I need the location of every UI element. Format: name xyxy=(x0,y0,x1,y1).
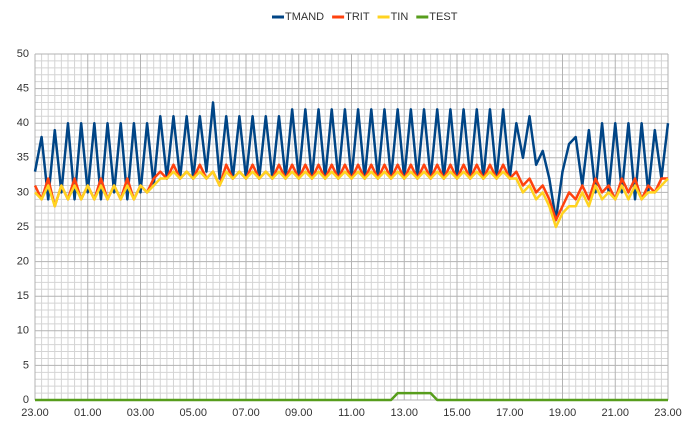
y-tick-label: 0 xyxy=(23,394,29,406)
y-tick-label: 40 xyxy=(17,117,29,129)
legend-label: TMAND xyxy=(285,11,324,23)
legend: TMAND TRIT TIN TEST xyxy=(272,11,458,23)
y-tick-label: 5 xyxy=(23,359,29,371)
y-tick-label: 45 xyxy=(17,83,29,95)
series-line xyxy=(35,391,668,402)
grid: 0 5 10 15 20 25 30 35 40 45 50 23.00 01.00 03.00 05.00… xyxy=(17,48,682,419)
x-tick-label: 11.00 xyxy=(338,407,365,419)
x-tick-label: 23.00 xyxy=(654,407,682,419)
x-tick-label: 09.00 xyxy=(285,407,313,419)
y-tick-label: 50 xyxy=(17,48,29,60)
y-tick-label: 35 xyxy=(17,152,29,164)
y-tick-label: 25 xyxy=(17,221,29,233)
y-tick-label: 30 xyxy=(17,186,29,198)
x-tick-label: 21.00 xyxy=(601,407,629,419)
x-tick-label: 01.00 xyxy=(74,407,102,419)
legend-label: TEST xyxy=(429,11,457,23)
y-tick-label: 15 xyxy=(17,290,29,302)
y-tick-label: 20 xyxy=(17,256,29,268)
x-tick-label: 23.00 xyxy=(21,407,49,419)
x-tick-label: 05.00 xyxy=(179,407,207,419)
x-tick-label: 17.00 xyxy=(496,407,524,419)
y-tick-label: 10 xyxy=(17,325,29,337)
x-tick-label: 19.00 xyxy=(549,407,577,419)
plot-area xyxy=(33,101,670,402)
x-tick-label: 15.00 xyxy=(443,407,471,419)
legend-label: TRIT xyxy=(345,11,370,23)
legend-label: TIN xyxy=(391,11,409,23)
x-tick-label: 13.00 xyxy=(390,407,418,419)
x-tick-label: 03.00 xyxy=(127,407,155,419)
series-line xyxy=(34,170,669,229)
x-tick-label: 07.00 xyxy=(232,407,260,419)
